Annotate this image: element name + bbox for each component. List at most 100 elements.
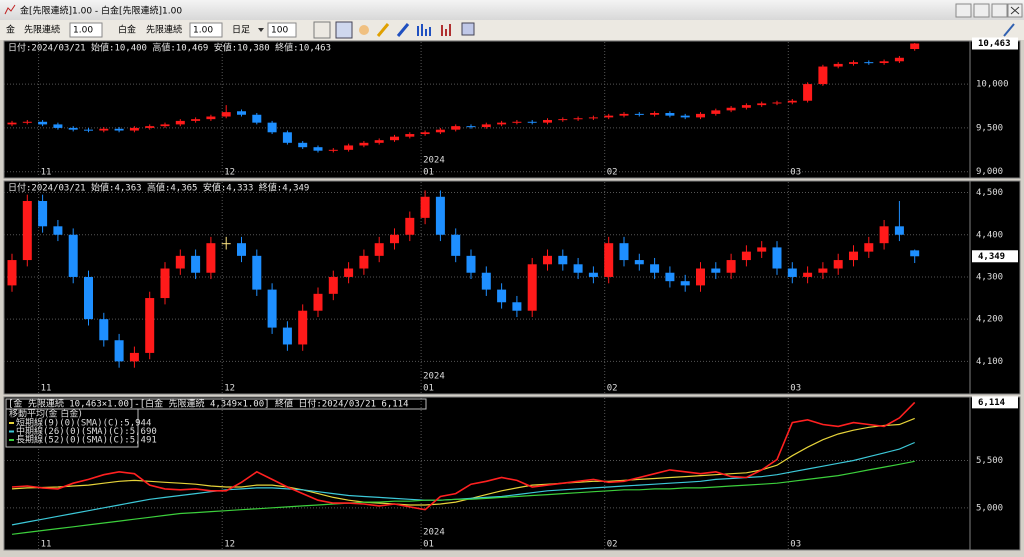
window-buttons[interactable] bbox=[955, 3, 1023, 18]
candle-body bbox=[129, 352, 139, 362]
candle-body bbox=[84, 129, 93, 131]
candle-body bbox=[359, 255, 369, 269]
candle-body bbox=[573, 118, 583, 120]
close-icon bbox=[1010, 6, 1020, 15]
candle-body bbox=[741, 105, 751, 108]
candle-body bbox=[22, 121, 32, 123]
candle-body bbox=[573, 264, 583, 273]
candle-body bbox=[68, 234, 78, 277]
x-tick-label: 12 bbox=[224, 168, 235, 178]
chart-panels: 9,000 9,500 10,000 11 12 01 2024 02 03 10,463 日付:2… bbox=[3, 37, 1021, 551]
candle-body bbox=[803, 272, 813, 277]
x-tick-label: 01 bbox=[423, 168, 434, 178]
candle-body bbox=[420, 196, 430, 218]
candle-body bbox=[191, 119, 201, 121]
candle-body bbox=[787, 268, 797, 277]
candle-body bbox=[558, 119, 568, 121]
year-label: 2024 bbox=[423, 372, 445, 382]
candle-body bbox=[650, 113, 660, 115]
y-tick-label: 4,200 bbox=[976, 315, 1003, 325]
candle-body bbox=[191, 255, 201, 273]
tool-grid[interactable] bbox=[461, 22, 475, 36]
legend-title: 移動平均(金 白金) bbox=[9, 408, 82, 420]
candle-body bbox=[84, 276, 93, 320]
candle-body bbox=[634, 113, 644, 115]
tool-bars[interactable] bbox=[417, 24, 431, 36]
candle-body bbox=[558, 255, 568, 265]
candle-body bbox=[833, 63, 843, 67]
candle-body bbox=[619, 243, 629, 261]
x-tick-label: 03 bbox=[790, 540, 801, 550]
minimize-button[interactable] bbox=[973, 3, 990, 18]
candle-body bbox=[7, 122, 17, 125]
candle-body bbox=[604, 243, 614, 277]
candle-body bbox=[879, 61, 889, 64]
candle-body bbox=[374, 140, 384, 143]
candle-body bbox=[680, 115, 690, 118]
last-value-box bbox=[972, 396, 1018, 409]
mult2-input[interactable] bbox=[189, 22, 223, 38]
candle-body bbox=[787, 100, 797, 103]
mult1-input[interactable] bbox=[69, 22, 103, 38]
candle-body bbox=[849, 62, 858, 64]
candle-body bbox=[894, 57, 904, 62]
maximize-button[interactable] bbox=[991, 3, 1008, 18]
tool-select[interactable] bbox=[335, 21, 353, 39]
candle-body bbox=[849, 251, 858, 261]
restore-button[interactable] bbox=[955, 3, 972, 18]
candle-body bbox=[313, 293, 323, 311]
candle-body bbox=[543, 255, 552, 265]
candle-body bbox=[267, 289, 277, 328]
candle-body bbox=[864, 62, 874, 64]
tool-compare[interactable] bbox=[441, 24, 451, 36]
candle-body bbox=[420, 132, 430, 135]
candle-body bbox=[527, 264, 537, 311]
tool-icons[interactable] bbox=[313, 21, 1015, 39]
candle-body bbox=[726, 107, 736, 111]
last-value-label: 4,349 bbox=[978, 252, 1005, 262]
candle-body bbox=[328, 276, 338, 294]
y-tick-label: 4,300 bbox=[976, 272, 1003, 282]
candle-body bbox=[435, 129, 445, 133]
candle-body bbox=[910, 250, 920, 257]
candle-body bbox=[221, 112, 231, 117]
tool-cursor[interactable] bbox=[313, 21, 331, 39]
candle-body bbox=[527, 121, 537, 123]
x-tick-label: 02 bbox=[607, 384, 618, 394]
panel-bg bbox=[3, 396, 1021, 551]
candle-body bbox=[634, 260, 644, 265]
candle-body bbox=[282, 327, 292, 345]
candle-body bbox=[665, 113, 675, 116]
app-icon bbox=[4, 4, 16, 15]
candle-body bbox=[53, 226, 63, 235]
candle-body bbox=[344, 268, 354, 277]
candle-body bbox=[114, 128, 124, 131]
mult2: 1.00 bbox=[193, 26, 213, 36]
candle-body bbox=[894, 226, 904, 235]
tool-hand[interactable] bbox=[359, 25, 369, 35]
tool-pen[interactable] bbox=[376, 23, 390, 37]
tool-line[interactable] bbox=[396, 23, 410, 37]
toolbar bbox=[0, 20, 1024, 40]
candle-body bbox=[680, 281, 690, 286]
candle-body bbox=[711, 268, 721, 273]
candle-body bbox=[237, 111, 246, 115]
x-tick-label: 11 bbox=[41, 540, 52, 550]
candle-body bbox=[466, 126, 476, 128]
period[interactable]: 日足 bbox=[232, 25, 250, 36]
x-tick-label: 01 bbox=[423, 540, 434, 550]
symbol1: 金 bbox=[6, 24, 15, 36]
candle-body bbox=[390, 136, 399, 141]
y-tick-label: 10,000 bbox=[976, 80, 1009, 90]
panel: 9,000 9,500 10,000 11 12 01 2024 02 03 10,463 日付:2… bbox=[3, 37, 1021, 179]
candle-body bbox=[38, 200, 48, 227]
x-tick-label: 01 bbox=[423, 384, 434, 394]
candle-body bbox=[160, 124, 170, 127]
candle-body bbox=[237, 243, 246, 256]
legend-entry: 長期線(52)(0)(SMA)(C):5,491 bbox=[16, 434, 157, 446]
tool-settings[interactable] bbox=[1003, 23, 1015, 37]
last-value-box bbox=[972, 250, 1018, 263]
count: 100 bbox=[271, 26, 288, 36]
count-input[interactable] bbox=[267, 22, 297, 38]
candle-body bbox=[512, 121, 522, 123]
